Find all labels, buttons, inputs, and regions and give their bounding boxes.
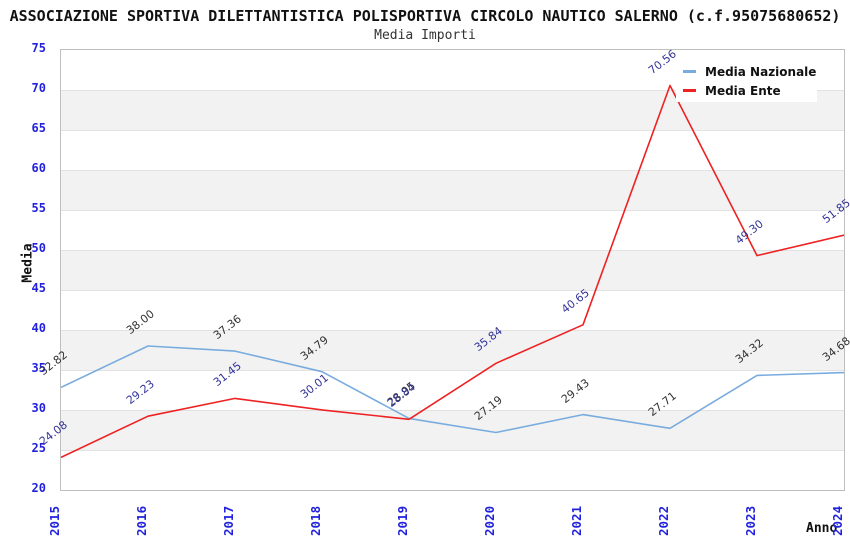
y-tick-label: 30	[31, 401, 46, 415]
legend-swatch-nazionale-icon	[683, 70, 696, 73]
gridline	[61, 90, 844, 91]
plot-band	[61, 170, 844, 210]
y-tick-label: 65	[31, 121, 46, 135]
series-line-media-ente	[61, 84, 844, 459]
plot-band	[61, 370, 844, 410]
chart-title: ASSOCIAZIONE SPORTIVA DILETTANTISTICA PO…	[9, 7, 841, 25]
gridline	[61, 450, 844, 451]
x-tick-label: 2019	[395, 505, 410, 536]
y-tick-label: 75	[31, 41, 46, 55]
legend-label-media-ente: Media Ente	[705, 83, 781, 98]
y-tick-label: 55	[31, 201, 46, 215]
gridline	[61, 290, 844, 291]
gridline	[61, 370, 844, 371]
plot-band	[61, 410, 844, 450]
y-tick-label: 45	[31, 281, 46, 295]
y-tick-label: 25	[31, 441, 46, 455]
x-tick-label: 2020	[482, 505, 497, 536]
gridline	[61, 410, 844, 411]
gridline	[61, 130, 844, 131]
x-tick-label: 2017	[221, 505, 236, 536]
x-tick-label: 2015	[47, 505, 62, 536]
chart-subtitle: Media Importi	[374, 28, 476, 43]
series-line-media-nazionale	[61, 345, 844, 434]
legend: Media Nazionale Media Ente	[676, 57, 817, 102]
y-tick-label: 60	[31, 161, 46, 175]
legend-label-media-nazionale: Media Nazionale	[705, 64, 817, 79]
gridline	[61, 170, 844, 171]
plot-band	[61, 450, 844, 490]
x-tick-label: 2016	[134, 505, 149, 536]
plot-band	[61, 210, 844, 250]
gridline	[61, 210, 844, 211]
line-series-canvas	[61, 84, 844, 459]
legend-item-media-nazionale: Media Nazionale	[683, 63, 817, 80]
plot-band	[61, 250, 844, 290]
x-tick-label: 2021	[569, 505, 584, 536]
gridline	[61, 330, 844, 331]
y-tick-label: 50	[31, 241, 46, 255]
x-tick-label: 2018	[308, 505, 323, 536]
x-tick-label: 2023	[743, 505, 758, 536]
plot-band	[61, 290, 844, 330]
x-axis-title: Anno	[806, 521, 838, 536]
legend-item-media-ente: Media Ente	[683, 82, 817, 99]
plot-area	[60, 49, 845, 491]
y-tick-label: 70	[31, 81, 46, 95]
plot-band	[61, 330, 844, 370]
x-tick-label: 2024	[830, 505, 845, 536]
y-tick-label: 35	[31, 361, 46, 375]
gridline	[61, 250, 844, 251]
legend-swatch-ente-icon	[683, 89, 696, 92]
plot-band	[61, 130, 844, 170]
y-tick-label: 20	[31, 481, 46, 495]
x-tick-label: 2022	[656, 505, 671, 536]
y-tick-label: 40	[31, 321, 46, 335]
